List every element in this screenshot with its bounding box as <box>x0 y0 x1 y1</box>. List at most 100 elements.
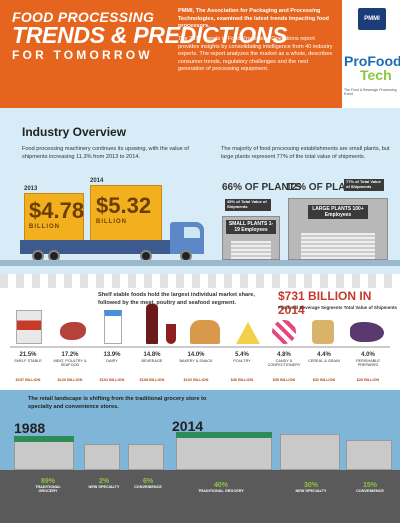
header-body: The 2017 Trends in Food Processing Opera… <box>178 36 333 73</box>
bread-icon <box>190 320 220 344</box>
garage-door <box>231 241 271 259</box>
stat-2014-convenience: 15% CONVENIENCE <box>346 482 394 493</box>
pmmi-logo: PMMI <box>358 8 386 30</box>
stat-label: TRADITIONAL GROCERY <box>35 485 61 493</box>
small-plants-label: SMALL PLANTS 1-19 Employees <box>226 220 276 234</box>
stat-1988-specialty: 2% NEW SPECIALTY <box>84 478 124 489</box>
awning-stripe <box>0 274 400 288</box>
category-name: POULTRY <box>233 359 251 363</box>
value-2014: $5.32 <box>96 193 152 218</box>
convenience-store-1988 <box>128 444 164 470</box>
category-name: CEREAL & GRAIN <box>308 359 340 363</box>
specialty-store-1988 <box>84 444 120 470</box>
category-value: $102 BILLION <box>183 378 209 382</box>
store-awning <box>176 432 272 438</box>
large-plants-percent: 12% OF PLANTS <box>286 182 366 193</box>
retail-text: The retail landscape is shifting from th… <box>28 396 207 410</box>
year-1988-label: 1988 <box>14 420 46 436</box>
billion-label: BILLION <box>29 224 60 230</box>
store-awning <box>14 436 74 442</box>
stat-2014-specialty: 30% NEW SPECIALTY <box>286 482 336 493</box>
value-2014-box: $5.32 BILLION <box>90 185 162 241</box>
category-percent: 14.8% <box>143 352 161 358</box>
title-line-2: TRENDS & PREDICTIONS <box>12 22 288 48</box>
stat-percent: 15% <box>362 482 377 489</box>
category-percent: 5.4% <box>235 352 249 358</box>
candy-icon <box>272 320 296 344</box>
grain-bag-icon <box>312 320 334 344</box>
wine-glass-icon <box>166 324 176 344</box>
stat-1988-grocery: 89% TRADITIONAL GROCERY <box>26 478 70 493</box>
plants-text: The majority of food processing establis… <box>221 146 390 160</box>
profood-subtitle: The Food & Beverage Processing Event <box>344 88 397 96</box>
category-percent: 14.0% <box>187 352 205 358</box>
header-banner <box>0 0 400 108</box>
market-share-text: Shelf stable foods hold the largest indi… <box>98 292 255 306</box>
category-name: SHELF STABLE <box>14 359 42 363</box>
grocery-store-2014 <box>176 436 272 470</box>
small-plants-share-tag: 45% of Total Value of Shipments <box>225 199 271 211</box>
large-plants-label: LARGE PLANTS 100+ Employees <box>308 205 368 219</box>
year-2014-label: 2014 <box>90 178 104 184</box>
category-name: BEVERAGE <box>141 359 163 363</box>
category-percent: 21.5% <box>19 352 37 358</box>
convenience-store-2014 <box>346 440 392 470</box>
profood-logo: ProFood <box>344 53 400 69</box>
steak-icon <box>60 322 86 340</box>
category-value: $29 BILLION <box>356 378 380 382</box>
category-value: $32 BILLION <box>312 378 336 382</box>
wine-bottle-icon <box>146 304 158 344</box>
category-name: PERISHABLE PREPARED <box>356 359 380 367</box>
category-percent: 4.4% <box>317 352 331 358</box>
category-name: DAIRY <box>106 359 118 363</box>
truck-window <box>184 227 200 238</box>
category-value: $157 BILLION <box>15 378 41 382</box>
garage-door <box>301 233 375 259</box>
total-value-subtitle: Food and Beverage Segments Total Value o… <box>278 305 397 310</box>
large-plants-share-tag: 77% of Total Value of Shipments <box>344 179 384 191</box>
category-value: $102 BILLION <box>99 378 125 382</box>
category-value: $126 BILLION <box>57 378 83 382</box>
stat-2014-grocery: 40% TRADITIONAL GROCERY <box>196 482 246 493</box>
title-line-3: FOR TOMORROW <box>12 48 153 62</box>
shelf <box>10 346 390 348</box>
category-percent: 17.2% <box>61 352 79 358</box>
category-name: MEAT, POULTRY & SEAFOOD <box>53 359 87 367</box>
small-plants-percent: 66% OF PLANTS <box>222 182 302 193</box>
stat-label: TRADITIONAL GROCERY <box>198 489 244 493</box>
ground <box>0 470 400 523</box>
category-percent: 4.8% <box>277 352 291 358</box>
stat-percent: 2% <box>98 478 110 485</box>
stat-percent: 89% <box>40 478 55 485</box>
category-value: $35 BILLION <box>272 378 296 382</box>
stat-percent: 6% <box>142 478 154 485</box>
header-intro: PMMI, The Association for Packaging and … <box>178 8 329 30</box>
stat-percent: 30% <box>303 482 318 489</box>
category-percent: 4.0% <box>361 352 375 358</box>
stat-label: CONVENIENCE <box>134 485 162 489</box>
category-value: $40 BILLION <box>230 378 254 382</box>
year-2014-retail-label: 2014 <box>172 418 204 434</box>
shipments-text: Food processing machinery continues its … <box>22 146 189 160</box>
category-name: BAKERY & SNACK <box>179 359 213 363</box>
total-value: $731 BILLION IN 2014 <box>278 289 372 317</box>
cans-icon <box>16 310 42 344</box>
stat-1988-convenience: 6% CONVENIENCE <box>128 478 168 489</box>
milk-carton-icon <box>104 310 122 344</box>
category-name: CANDY & CONFECTIONERY <box>267 359 301 367</box>
title-line-1: FOOD PROCESSING <box>12 9 155 25</box>
stat-percent: 40% <box>213 482 228 489</box>
specialty-store-2014 <box>280 434 340 470</box>
overview-title: Industry Overview <box>22 125 127 139</box>
profood-tech-logo: Tech <box>360 67 392 83</box>
stat-label: NEW SPECIALTY <box>295 489 327 493</box>
category-value: $108 BILLION <box>139 378 165 382</box>
road <box>0 260 400 266</box>
value-2013-box: $4.78 BILLION <box>24 193 84 241</box>
grocery-store-1988 <box>14 440 74 470</box>
eggplant-icon <box>350 322 384 342</box>
stat-label: NEW SPECIALTY <box>88 485 120 489</box>
value-2013: $4.78 <box>29 198 85 223</box>
billion-label: BILLION <box>96 219 127 225</box>
category-percent: 13.9% <box>103 352 121 358</box>
